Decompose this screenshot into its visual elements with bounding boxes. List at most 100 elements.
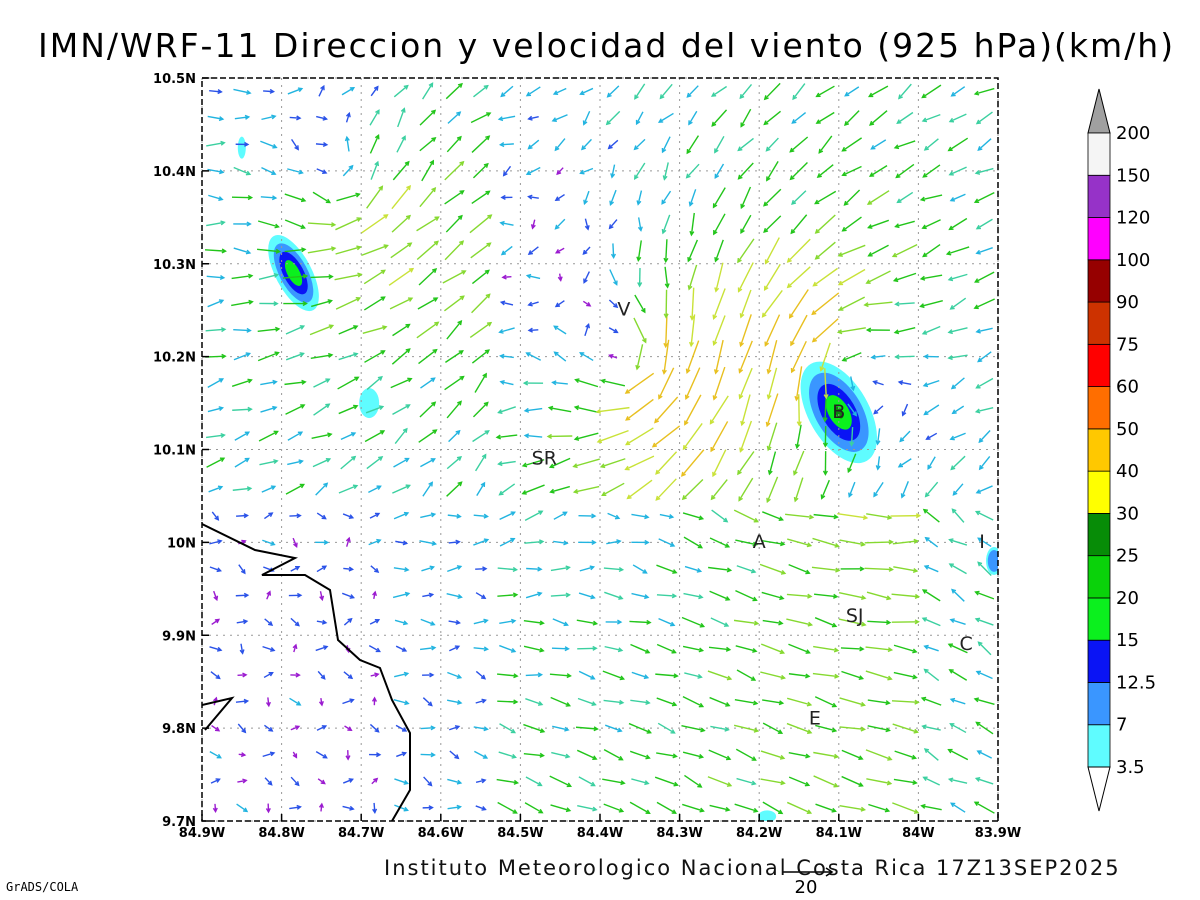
- wind-vector: [497, 801, 518, 814]
- wind-vector: [496, 778, 520, 785]
- wind-vector-head: [495, 434, 501, 440]
- wind-vector-shaft: [894, 272, 917, 282]
- wind-vector-shaft: [711, 509, 728, 523]
- chart-title: IMN/WRF-11 Direccion y velocidad del vie…: [38, 26, 1176, 65]
- wind-vector-head: [378, 456, 384, 461]
- wind-vector-head: [563, 621, 569, 627]
- wind-vector-head: [268, 727, 274, 732]
- wind-vector-shaft: [393, 699, 409, 705]
- wind-vector-head: [671, 809, 677, 814]
- wind-vector-shaft: [760, 539, 785, 545]
- wind-vector-shaft: [343, 567, 353, 571]
- wind-vector-shaft: [369, 109, 380, 126]
- wind-vector-shaft: [528, 329, 539, 332]
- wind-vector-head: [378, 405, 385, 411]
- wind-vector: [737, 262, 754, 293]
- wind-vector-head: [374, 672, 380, 678]
- wind-vector-shaft: [709, 590, 730, 601]
- wind-vector: [658, 367, 675, 400]
- wind-vector-head: [618, 566, 625, 572]
- wind-vector: [812, 537, 840, 548]
- wind-vector-head: [887, 755, 893, 761]
- wind-vector-head: [779, 754, 786, 760]
- wind-vector-shaft: [578, 776, 595, 787]
- wind-vector-shaft: [257, 220, 279, 228]
- wind-vector-head: [662, 175, 668, 181]
- wind-vector-head: [896, 198, 902, 204]
- wind-vector: [473, 726, 489, 732]
- wind-vector: [205, 327, 227, 333]
- wind-vector-head: [497, 461, 503, 467]
- colorbar-under-arrow: [1087, 766, 1111, 812]
- wind-vector: [444, 295, 465, 312]
- wind-vector: [624, 455, 655, 471]
- wind-vector-shaft: [686, 163, 700, 179]
- wind-vector-head: [220, 140, 226, 146]
- wind-vector-head: [767, 469, 773, 476]
- wind-vector-shaft: [259, 460, 278, 466]
- wind-vector: [209, 566, 222, 573]
- wind-vector-shaft: [421, 566, 434, 572]
- wind-vector-shaft: [628, 722, 651, 734]
- wind-vector-shaft: [868, 85, 889, 97]
- wind-vector-shaft: [264, 618, 273, 626]
- wind-vector: [663, 289, 669, 319]
- wind-vector-shaft: [714, 239, 724, 262]
- wind-vector: [892, 802, 920, 814]
- wind-vector: [309, 324, 335, 336]
- wind-vector-head: [875, 465, 881, 471]
- wind-vector: [419, 137, 437, 152]
- wind-vector-shaft: [977, 351, 992, 363]
- wind-vector-shaft: [977, 537, 992, 548]
- wind-vector-head: [861, 595, 867, 601]
- wind-vector-shaft: [583, 190, 590, 204]
- wind-vector: [420, 618, 436, 626]
- wind-vector-head: [710, 446, 715, 453]
- wind-vector-head: [617, 647, 624, 653]
- wind-vector: [366, 456, 384, 470]
- wind-vector: [841, 775, 864, 787]
- wind-vector-head: [300, 224, 306, 230]
- colorbar-segment: [1087, 301, 1111, 345]
- wind-vector-head: [593, 726, 599, 732]
- wind-vector: [336, 192, 361, 202]
- wind-vector-shaft: [950, 455, 966, 470]
- wind-vector-head: [870, 144, 876, 150]
- wind-vector: [369, 723, 380, 733]
- wind-vector-head: [697, 673, 703, 679]
- wind-vector-head: [486, 321, 493, 327]
- wind-vector: [525, 273, 541, 280]
- wind-vector: [656, 593, 678, 599]
- wind-vector-shaft: [499, 327, 515, 333]
- wind-vector-shaft: [311, 299, 332, 308]
- wind-vector-shaft: [658, 538, 675, 547]
- wind-vector: [341, 592, 355, 599]
- wind-vector-shaft: [686, 135, 700, 154]
- wind-vector-head: [297, 87, 304, 93]
- wind-vector-shaft: [474, 750, 488, 759]
- wind-vector: [289, 513, 302, 519]
- wind-vector-shaft: [824, 398, 827, 422]
- wind-vector-head: [298, 459, 304, 465]
- wind-vector: [582, 300, 592, 307]
- wind-vector: [714, 135, 725, 154]
- wind-vector-shaft: [340, 456, 356, 470]
- wind-vector: [369, 133, 380, 154]
- wind-vector-shaft: [473, 619, 488, 625]
- wind-vector-shaft: [656, 801, 677, 814]
- wind-vector: [525, 776, 543, 787]
- wind-vector-head: [788, 313, 794, 319]
- wind-vector-shaft: [363, 296, 385, 311]
- wind-vector-shaft: [656, 697, 677, 706]
- wind-vector-head: [537, 781, 543, 787]
- wind-vector-shaft: [368, 644, 381, 653]
- wind-vector-head: [525, 91, 532, 97]
- wind-vector-head: [352, 484, 359, 490]
- axis-ticks: 84.9W 84.8W 84.7W 84.6W 84.5W 84.4W 84.3W 84.2W…: [153, 72, 1021, 841]
- wind-vector-head: [766, 497, 771, 504]
- wind-vector-shaft: [526, 352, 542, 361]
- wind-vector-head: [432, 348, 438, 354]
- wind-vector-shaft: [788, 752, 810, 758]
- wind-vector-head: [322, 142, 329, 148]
- wind-vector: [448, 619, 461, 625]
